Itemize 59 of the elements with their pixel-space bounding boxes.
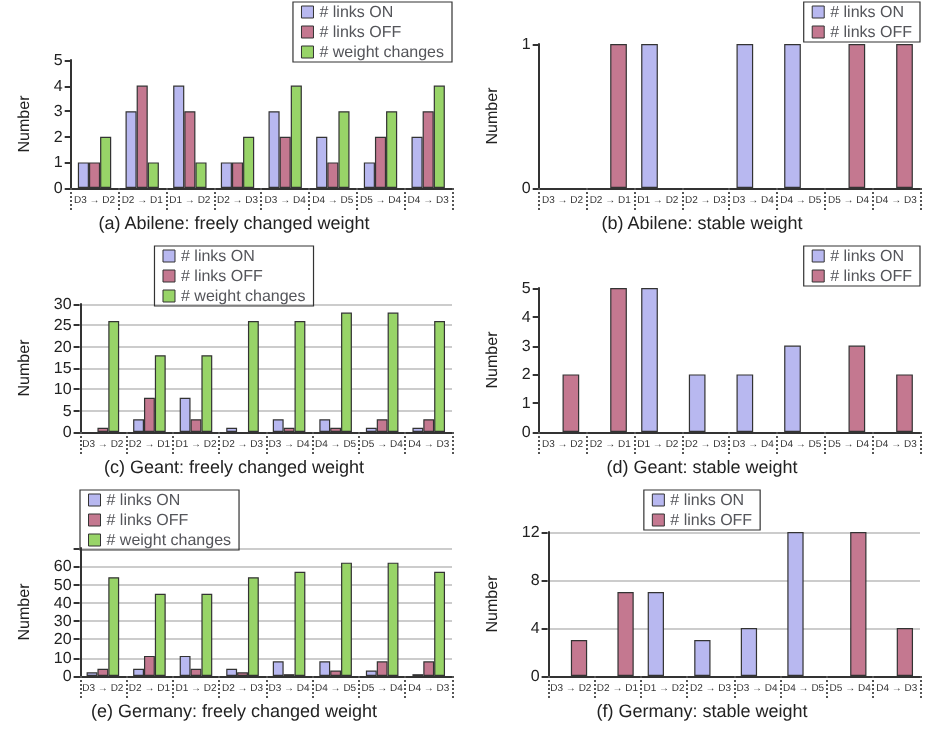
legend-label: # links ON [670,491,745,509]
y-axis-title: Number [15,94,33,153]
text: (c) Geant: freely changed weight [103,457,366,477]
legend-label: # links OFF [319,23,402,41]
y-tick-label: 5 [521,279,532,297]
legend-label: # weight changes [106,531,232,549]
y-axis-title: Number [483,574,501,633]
y-tick-label: 3 [521,336,532,355]
legend-label: # links OFF [830,23,913,41]
y-tick-label: 40 [53,593,73,612]
y-tick-label: 0 [530,667,541,685]
y-tick-label: 10 [53,648,73,667]
legend-label: # links ON [319,3,394,21]
y-tick-label: 1 [521,35,532,53]
y-tick-label: 1 [53,153,64,172]
legend-label: # links ON [830,247,905,265]
y-tick-label: 10 [53,380,73,399]
y-tick-label: 20 [53,337,73,356]
legend-label: # links ON [180,247,256,265]
legend-label: # links OFF [180,267,263,285]
y-tick-label: 4 [521,307,532,326]
y-tick-label: 0 [53,179,64,197]
y-tick-label: 1 [521,394,532,413]
y-tick-label: 8 [530,571,541,589]
legend-label: # weight changes [180,287,306,305]
y-axis-title: Number [483,86,501,145]
legend-label: # links ON [106,491,181,509]
y-tick-label: 0 [62,423,73,441]
y-tick-label: 2 [521,365,532,384]
y-tick-label: 50 [53,575,73,594]
y-tick-label: 30 [53,295,73,313]
text: (b) Abilene: stable weight [601,213,804,233]
y-axis-title: Number [15,338,33,397]
y-tick-label: 5 [62,401,73,420]
y-axis-title: Number [483,330,501,389]
y-tick-label: 15 [53,359,73,377]
y-tick-label: 0 [62,667,73,685]
legend-label: # links OFF [106,511,189,529]
y-tick-label: 3 [53,102,64,121]
y-tick-label: 4 [53,76,64,95]
legend-label: # links OFF [830,267,913,285]
y-tick-label: 20 [53,630,73,649]
y-tick-label: 2 [53,127,64,146]
y-tick-label: 0 [521,179,532,197]
legend-label: # links ON [830,3,905,21]
y-tick-label: 5 [53,51,64,69]
y-tick-label: 4 [530,619,541,637]
y-tick-label: 60 [53,557,73,576]
text: (a) Abilene: freely changed weight [98,213,371,233]
y-tick-label: 25 [53,316,73,335]
text: (e) Germany: freely changed weight [90,701,379,721]
y-tick-label: 0 [521,423,532,441]
y-tick-label: 30 [53,612,73,631]
text: (d) Geant: stable weight [606,457,799,477]
y-axis-title: Number [15,582,33,641]
text: (f) Germany: stable weight [596,701,809,721]
legend-label: # links OFF [670,511,753,529]
y-tick-label: 12 [521,523,541,541]
legend-label: # weight changes [319,43,444,61]
